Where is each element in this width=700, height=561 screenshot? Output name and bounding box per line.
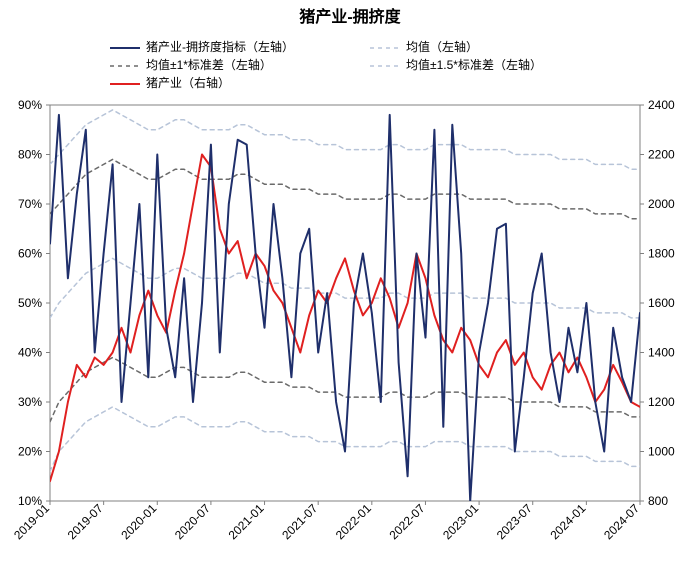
legend-label: 均值（左轴）	[406, 39, 478, 54]
y-right-label: 1200	[648, 395, 675, 409]
chart-title: 猪产业-拥挤度	[298, 7, 401, 26]
y-left-label: 60%	[18, 247, 42, 261]
y-right-label: 2000	[648, 197, 675, 211]
y-right-label: 1800	[648, 247, 675, 261]
y-right-label: 2400	[648, 98, 675, 112]
y-left-label: 30%	[18, 395, 42, 409]
y-left-label: 80%	[18, 148, 42, 162]
chart-container: 猪产业-拥挤度猪产业-拥挤度指标（左轴） 均值（左轴） 均值±1*标准差（左轴） 均值…	[0, 0, 700, 561]
y-right-label: 1400	[648, 346, 675, 360]
legend-label: 均值±1.5*标准差（左轴）	[406, 57, 542, 72]
legend-label: 猪产业-拥挤度指标（左轴）	[146, 39, 294, 54]
legend-label: 猪产业（右轴）	[146, 75, 230, 90]
y-left-label: 70%	[18, 197, 42, 211]
y-right-label: 800	[648, 494, 668, 508]
y-left-label: 50%	[18, 296, 42, 310]
y-left-label: 40%	[18, 346, 42, 360]
chart-svg: 猪产业-拥挤度猪产业-拥挤度指标（左轴） 均值（左轴） 均值±1*标准差（左轴） 均值…	[0, 0, 700, 561]
y-right-label: 1000	[648, 445, 675, 459]
legend-label: 均值±1*标准差（左轴）	[146, 57, 272, 72]
y-left-label: 90%	[18, 98, 42, 112]
y-right-label: 1600	[648, 296, 675, 310]
y-left-label: 20%	[18, 445, 42, 459]
y-right-label: 2200	[648, 148, 675, 162]
